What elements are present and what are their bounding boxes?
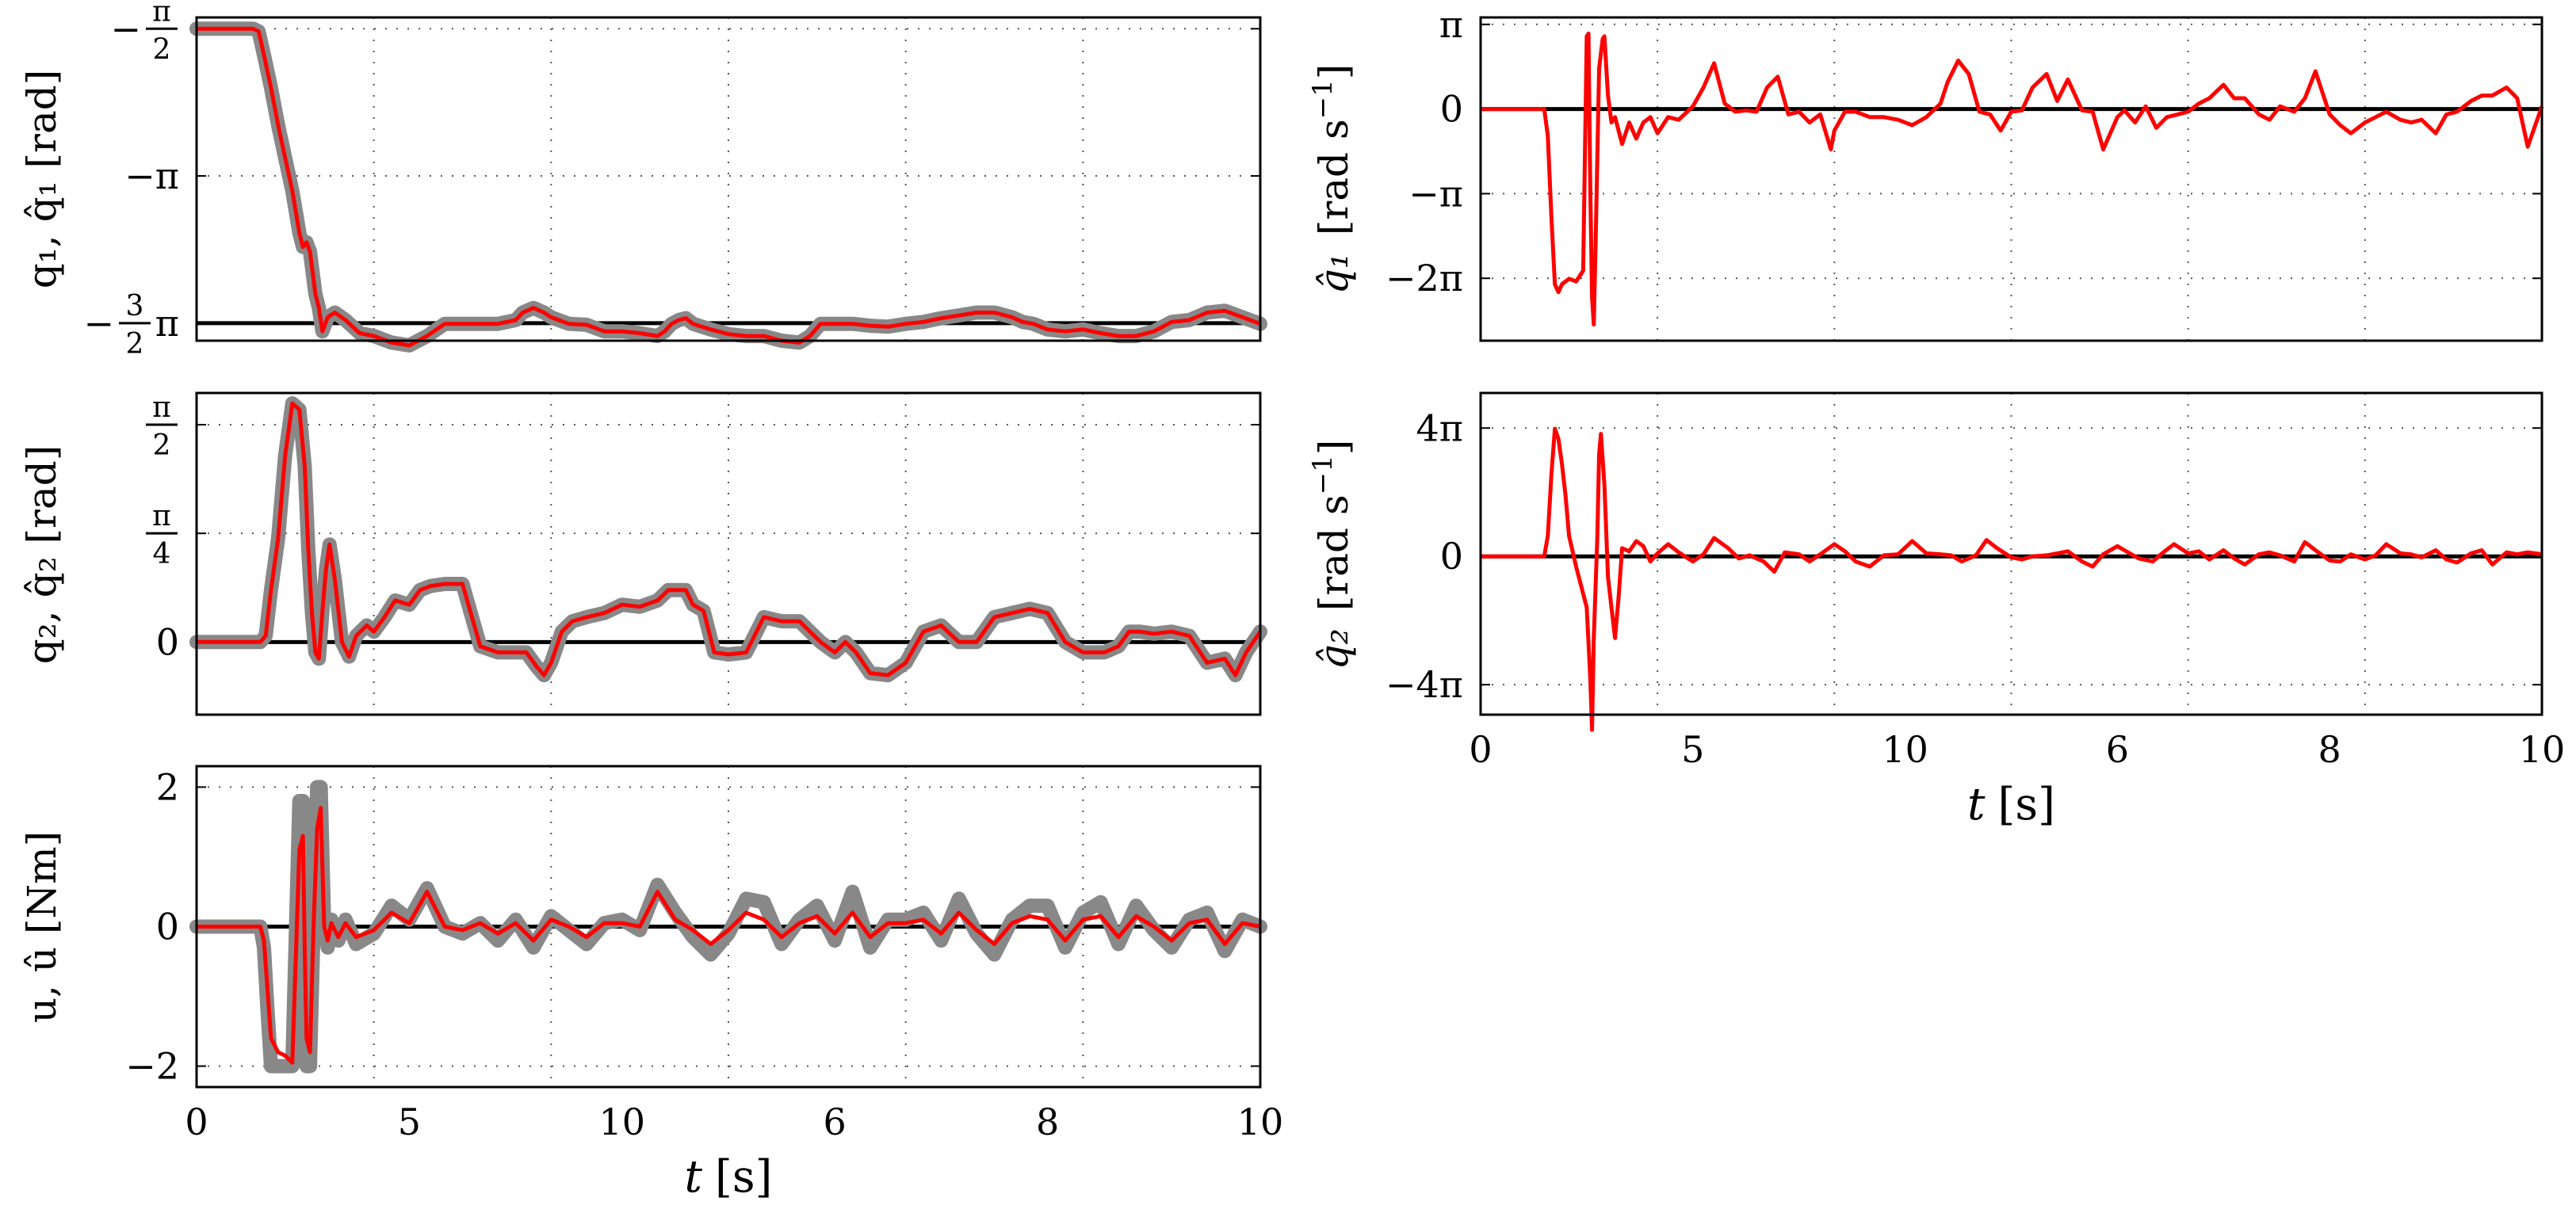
x-axis-unit: [s]: [1998, 779, 2055, 830]
y-axis-label: q̂₂ [rad s−1]: [1307, 440, 1357, 670]
series-measured: [189, 21, 1267, 353]
y-tick-denominator: 2: [153, 33, 171, 66]
y-tick-label: −4π: [1385, 663, 1463, 706]
y-tick-denominator: 4: [153, 538, 171, 570]
y-tick-label: 0: [1440, 535, 1463, 578]
y-tick-label: 0: [1440, 88, 1463, 131]
plot-frame: [195, 391, 1262, 716]
x-tick-label: 8: [1036, 1101, 1059, 1143]
x-tick-label: 6: [824, 1101, 847, 1143]
plot-q1-rate: π 0 −π −2π q̂₁ [rad s−1]: [1307, 3, 2544, 342]
plot-frame: [195, 16, 1262, 342]
y-tick-denominator: 2: [126, 328, 144, 361]
y-tick-label: −π: [1408, 172, 1463, 215]
y-axis-unit-close: ]: [1311, 440, 1357, 456]
y-tick-sign: −: [110, 7, 141, 50]
y-axis-unit: [rad s: [1311, 119, 1357, 235]
x-tick-label: 8: [2318, 728, 2341, 771]
plot-frame: [1479, 16, 2544, 342]
series-estimate: [197, 401, 1263, 677]
x-tick-label: 0: [1469, 728, 1492, 771]
y-axis-var: q̂₁: [1311, 253, 1357, 294]
x-tick-label: 5: [1681, 728, 1704, 771]
x-axis-unit: [s]: [715, 1151, 772, 1203]
y-tick-numerator: 3: [126, 290, 144, 322]
y-tick-label: 2: [156, 765, 179, 808]
plot-frame: [1479, 391, 2544, 716]
y-tick-numerator: π: [152, 500, 171, 532]
y-tick-label: −2π: [1385, 257, 1463, 299]
series-estimate: [197, 806, 1261, 1065]
plot-q2-rate: 4π0−4π0 5 10 6 8 10t [s]q̂₂[rad s−1]: [1307, 391, 2566, 830]
y-tick-label: −π: [124, 155, 179, 197]
y-axis-label: q₁, q̂₁ [rad]: [19, 70, 65, 289]
x-tick-label: 5: [398, 1101, 421, 1143]
y-tick-numerator: π: [152, 391, 171, 424]
x-axis-var: t: [685, 1151, 703, 1203]
y-axis-unit: [rad s: [1311, 494, 1357, 611]
x-tick-label: 0: [185, 1101, 208, 1143]
y-axis-label: q̂₁ [rad s−1]: [1307, 64, 1357, 294]
y-tick-label: 4π: [1416, 406, 1464, 449]
plot-q2: π 2 π 4 0 q₂, q̂₂ [rad]: [19, 391, 1267, 716]
y-tick-label: π: [1439, 3, 1463, 46]
x-axis-var: t: [1967, 779, 1986, 830]
y-tick-label: 0: [156, 620, 179, 663]
series-estimate: [197, 26, 1261, 348]
y-tick-numerator: π: [152, 0, 171, 28]
y-axis-unit-exponent: −1: [1307, 79, 1339, 119]
y-axis-var: q̂₂: [1311, 628, 1357, 670]
x-tick-label: 10: [2519, 728, 2566, 771]
y-tick-label-tail: π: [155, 302, 179, 345]
series-estimate: [1481, 426, 2543, 732]
y-axis-label: q₂, q̂₂ [rad]: [19, 445, 65, 665]
y-tick-sign: −: [83, 302, 114, 345]
y-tick-denominator: 2: [153, 429, 171, 462]
y-tick-label: −2: [125, 1045, 179, 1088]
y-axis-unit-close: ]: [1311, 64, 1357, 80]
x-axis-label: t [s]: [685, 1151, 773, 1203]
x-tick-label: 6: [2106, 728, 2129, 771]
series-estimate: [1481, 31, 2544, 327]
plot-u: 20−20 5 10 6 8 10t [s]u, û [Nm]: [19, 765, 1283, 1203]
x-axis-label: t [s]: [1967, 779, 2055, 830]
x-tick-label: 10: [1237, 1101, 1284, 1143]
x-tick-label: 10: [1882, 728, 1928, 771]
y-axis-label: u, û [Nm]: [19, 831, 65, 1023]
x-tick-label: 10: [599, 1101, 646, 1143]
y-axis-unit-exponent: −1: [1307, 455, 1339, 494]
y-tick-label: 0: [156, 906, 179, 948]
plot-frame: [195, 765, 1262, 1089]
